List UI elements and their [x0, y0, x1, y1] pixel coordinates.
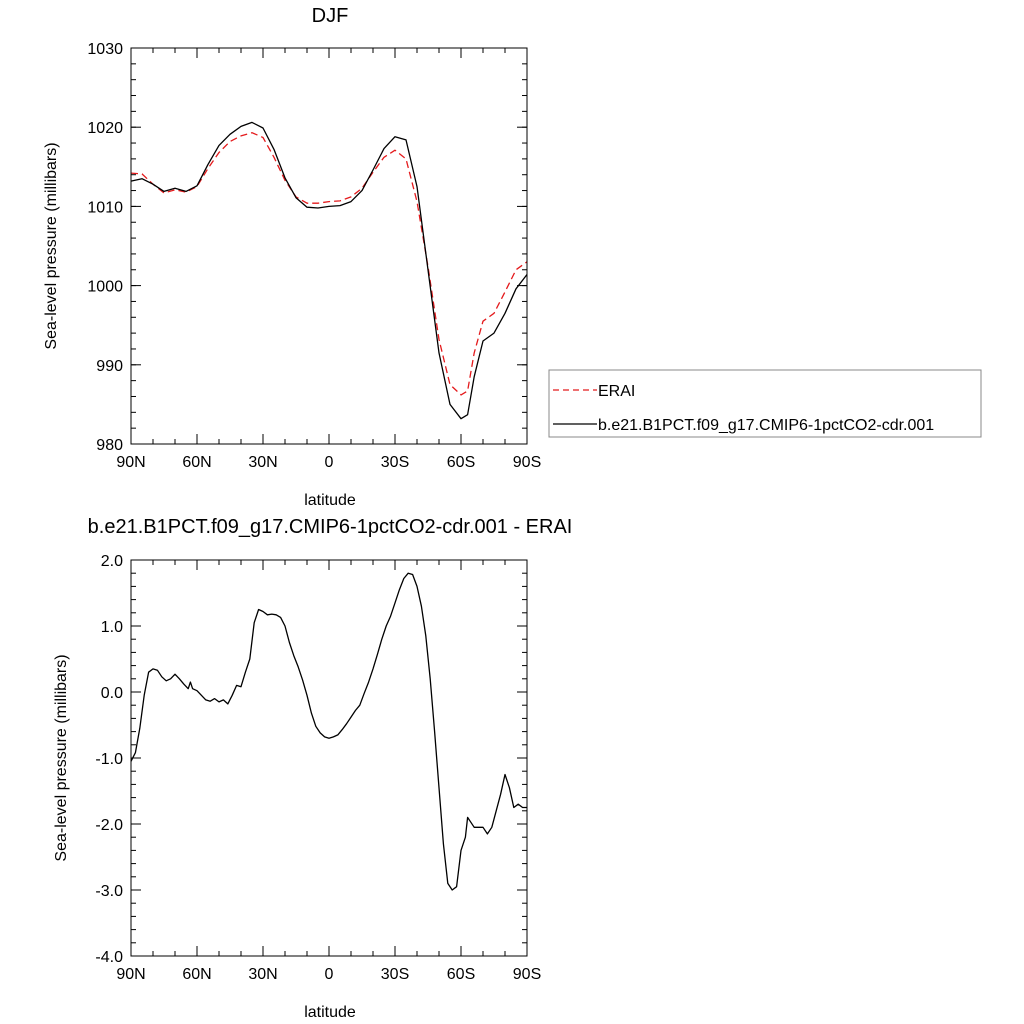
panel1-x-axis-label: latitude	[304, 492, 356, 509]
panel2-xtick-label: 0	[325, 966, 334, 983]
panel2-xtick-label: 90N	[116, 966, 145, 983]
panel2-ytick-label: -2.0	[95, 817, 123, 834]
panel1-xtick-label: 90N	[116, 454, 145, 471]
legend-model-label: b.e21.B1PCT.f09_g17.CMIP6-1pctCO2-cdr.00…	[598, 417, 934, 434]
panel1-xtick-label: 90S	[513, 454, 541, 471]
panel2-ytick-label: 0.0	[101, 685, 123, 702]
panel2-x-tick-labels: 90N 60N 30N 0 30S 60S 90S	[116, 966, 541, 983]
panel1-xtick-label: 30N	[248, 454, 277, 471]
difference-series-line	[130, 572, 527, 891]
panel2-ytick-label: -3.0	[95, 883, 123, 900]
panel1-xtick-label: 0	[325, 454, 334, 471]
legend-erai-label: ERAI	[598, 383, 635, 400]
panel1-xtick-label: 60S	[447, 454, 475, 471]
panel1-ytick-label: 1000	[87, 279, 123, 296]
panel1-ytick-label: 1010	[87, 199, 123, 216]
panel1-legend: ERAI b.e21.B1PCT.f09_g17.CMIP6-1pctCO2-c…	[548, 369, 982, 438]
panel1-title: DJF	[312, 5, 349, 27]
panel2-title: b.e21.B1PCT.f09_g17.CMIP6-1pctCO2-cdr.00…	[88, 516, 573, 538]
model-series-line	[130, 121, 528, 420]
panel1-ticks	[130, 47, 528, 445]
panel2-x-axis-label: latitude	[304, 1004, 356, 1021]
panel2-ytick-label: 1.0	[101, 619, 123, 636]
panel-djf: DJF 90N 60N 30N 0 30S 60S 90S 980 990 1000 1010 10…	[43, 5, 982, 509]
panel1-ytick-label: 1020	[87, 120, 123, 137]
panel2-xtick-label: 90S	[513, 966, 541, 983]
panel-difference: b.e21.B1PCT.f09_g17.CMIP6-1pctCO2-cdr.00…	[53, 516, 572, 1021]
panel2-xtick-label: 60S	[447, 966, 475, 983]
panel1-ytick-label: 980	[96, 437, 123, 454]
panel2-xtick-label: 60N	[182, 966, 211, 983]
panel1-xtick-label: 60N	[182, 454, 211, 471]
panel2-ytick-label: -4.0	[95, 949, 123, 966]
panel2-xtick-label: 30N	[248, 966, 277, 983]
panel2-xtick-label: 30S	[381, 966, 409, 983]
panel1-xtick-label: 30S	[381, 454, 409, 471]
panel1-x-tick-labels: 90N 60N 30N 0 30S 60S 90S	[116, 454, 541, 471]
panel1-y-tick-labels: 980 990 1000 1010 1020 1030	[87, 41, 123, 454]
panel2-ytick-label: 2.0	[101, 553, 123, 570]
panel1-marks	[130, 121, 528, 420]
legend-box	[548, 369, 982, 438]
panel1-y-axis-label: Sea-level pressure (millibars)	[43, 142, 60, 349]
panel2-marks	[130, 572, 527, 891]
panel1-ytick-label: 990	[96, 358, 123, 375]
panel2-y-axis-label: Sea-level pressure (millibars)	[53, 654, 70, 861]
panel1-ytick-label: 1030	[87, 41, 123, 58]
panel2-y-tick-labels: -4.0 -3.0 -2.0 -1.0 0.0 1.0 2.0	[95, 553, 123, 966]
panel2-ticks	[130, 559, 528, 957]
panel2-ytick-label: -1.0	[95, 751, 123, 768]
